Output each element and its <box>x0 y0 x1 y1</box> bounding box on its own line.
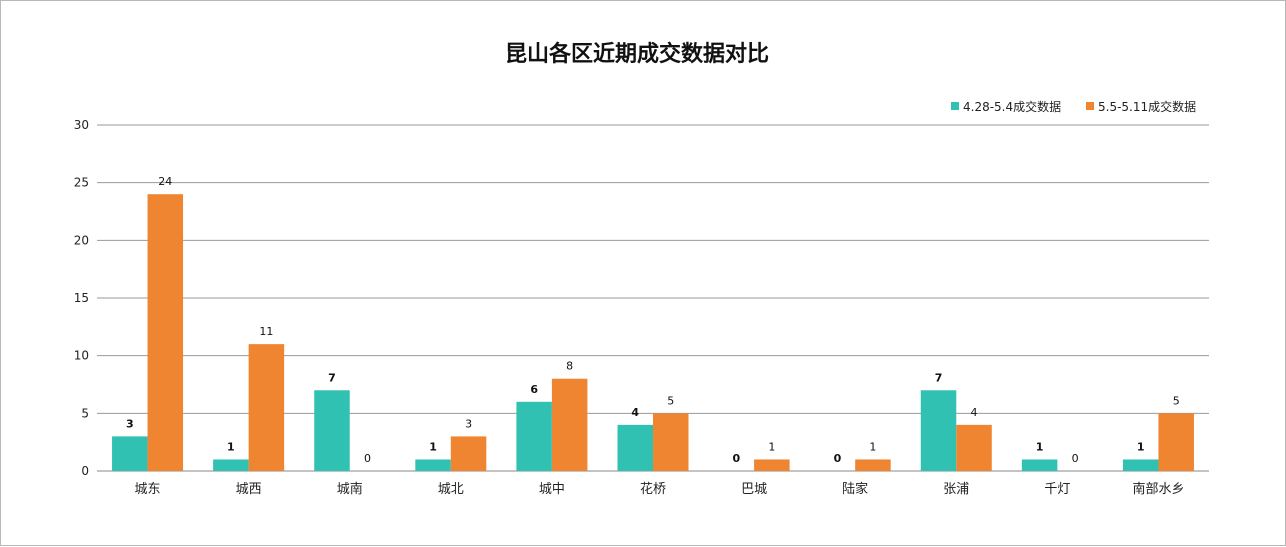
legend-swatch <box>951 102 959 110</box>
bar-period1 <box>415 459 451 471</box>
data-label: 5 <box>667 394 674 407</box>
x-tick-label: 城中 <box>539 482 565 497</box>
data-label: 1 <box>869 440 876 453</box>
bar-period1 <box>920 390 957 471</box>
data-label: 7 <box>328 371 336 384</box>
data-label: 1 <box>429 440 437 453</box>
bar-period2 <box>754 459 790 471</box>
data-label: 4 <box>971 406 978 419</box>
bar-period2 <box>653 413 689 471</box>
data-label: 0 <box>733 452 741 465</box>
bar-period2 <box>147 194 184 471</box>
chart-title: 昆山各区近期成交数据对比 <box>505 41 769 67</box>
y-tick-label: 10 <box>74 349 89 363</box>
x-tick-label: 城南 <box>337 481 363 497</box>
bar-period2 <box>248 344 285 471</box>
data-label: 0 <box>834 452 842 465</box>
data-label: 7 <box>935 371 943 384</box>
y-tick-label: 15 <box>74 291 89 305</box>
bar-period1 <box>213 459 249 471</box>
data-label: 24 <box>158 175 172 188</box>
bar-period2 <box>450 436 487 471</box>
data-label: 1 <box>768 440 775 453</box>
data-label: 11 <box>259 325 273 338</box>
bar-period1 <box>314 390 350 471</box>
y-tick-label: 30 <box>74 118 89 132</box>
data-label: 5 <box>1173 394 1180 407</box>
x-tick-label: 巴城 <box>741 482 767 497</box>
x-tick-label: 千灯 <box>1044 482 1070 497</box>
data-label: 6 <box>530 383 538 396</box>
x-tick-label: 南部水乡 <box>1132 481 1184 497</box>
data-label: 0 <box>1072 452 1079 465</box>
data-label: 8 <box>566 360 573 373</box>
bar-period1 <box>112 436 148 471</box>
data-label: 1 <box>227 440 235 453</box>
data-label: 1 <box>1036 440 1044 453</box>
legend-swatch <box>1086 102 1094 110</box>
x-tick-label: 城东 <box>135 482 161 497</box>
legend: 4.28-5.4成交数据 5.5-5.11成交数据 <box>951 99 1196 114</box>
bars <box>112 194 1194 471</box>
x-tick-label: 城西 <box>236 482 262 497</box>
y-axis: 0 5 10 15 20 25 30 <box>74 118 89 478</box>
legend-label: 5.5-5.11成交数据 <box>1098 99 1196 114</box>
y-tick-label: 5 <box>81 406 89 420</box>
data-label: 1 <box>1137 440 1145 453</box>
data-label: 3 <box>465 417 472 430</box>
legend-label: 4.28-5.4成交数据 <box>963 99 1061 114</box>
bar-period1 <box>617 424 653 471</box>
bar-period2 <box>855 459 891 471</box>
data-label: 0 <box>364 452 371 465</box>
x-tick-label: 花桥 <box>640 481 666 497</box>
bar-period2 <box>1158 413 1194 471</box>
bar-period2 <box>551 378 588 471</box>
y-tick-label: 0 <box>81 464 89 478</box>
bar-period1 <box>1021 459 1058 471</box>
bar-period2 <box>956 424 992 471</box>
x-axis: 城东 城西 城南 城北 城中 花桥 巴城 陆家 张浦 千灯 南部水乡 <box>135 481 1185 497</box>
y-tick-label: 20 <box>74 233 89 247</box>
bar-period1 <box>1122 459 1159 471</box>
bar-period1 <box>516 401 552 471</box>
x-tick-label: 城北 <box>438 482 464 497</box>
y-tick-label: 25 <box>74 176 89 190</box>
x-tick-label: 张浦 <box>943 482 969 497</box>
data-label: 4 <box>631 406 639 419</box>
data-label: 3 <box>126 417 134 430</box>
x-tick-label: 陆家 <box>842 481 868 497</box>
